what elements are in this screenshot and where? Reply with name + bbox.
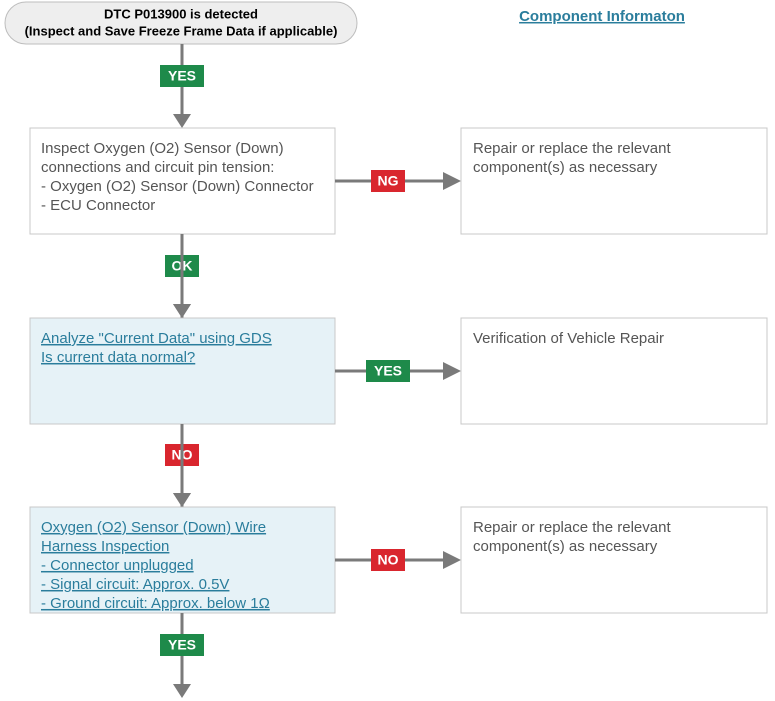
- tag: [371, 170, 405, 192]
- step-text: Inspect Oxygen (O2) Sensor (Down): [41, 140, 284, 157]
- step-link[interactable]: - Connector unplugged: [41, 557, 194, 574]
- step-text: connections and circuit pin tension:: [41, 159, 274, 176]
- step-link[interactable]: - Ground circuit: Approx. below 1Ω: [41, 595, 270, 612]
- arrow-head: [443, 362, 461, 380]
- result-text: Repair or replace the relevant: [473, 140, 671, 157]
- step-box: [29, 506, 336, 614]
- arrow-head: [173, 493, 191, 507]
- start-line: (Inspect and Save Freeze Frame Data if a…: [25, 23, 338, 38]
- tag-text: YES: [374, 363, 402, 379]
- tag: [160, 634, 204, 656]
- result-box: [460, 127, 768, 235]
- result-box: [460, 506, 768, 614]
- result-text: Verification of Vehicle Repair: [473, 330, 664, 347]
- arrow-head: [443, 172, 461, 190]
- tag-text: NO: [378, 552, 399, 568]
- arrow-head: [173, 114, 191, 128]
- result-text: component(s) as necessary: [473, 159, 658, 176]
- step-text: - ECU Connector: [41, 197, 155, 214]
- component-link[interactable]: Component Informaton: [519, 8, 685, 25]
- step-box: [29, 127, 336, 235]
- step-link[interactable]: Analyze "Current Data" using GDS: [41, 330, 272, 347]
- result-text: Repair or replace the relevant: [473, 519, 671, 536]
- tag-text: YES: [168, 68, 196, 84]
- arrow-head: [173, 304, 191, 318]
- tag-text: NG: [378, 173, 399, 189]
- step-link[interactable]: Is current data normal?: [41, 349, 195, 366]
- step-link[interactable]: Oxygen (O2) Sensor (Down) Wire: [41, 519, 266, 536]
- step-link[interactable]: Harness Inspection: [41, 538, 169, 555]
- tag: [160, 65, 204, 87]
- tag: [366, 360, 410, 382]
- tag: [371, 549, 405, 571]
- step-link[interactable]: - Signal circuit: Approx. 0.5V: [41, 576, 229, 593]
- arrow-head: [443, 551, 461, 569]
- result-box: [460, 317, 768, 425]
- arrow-head: [173, 684, 191, 698]
- start-line: DTC P013900 is detected: [104, 6, 258, 21]
- tag-text: YES: [168, 637, 196, 653]
- result-text: component(s) as necessary: [473, 538, 658, 555]
- step-box: [29, 317, 336, 425]
- step-text: - Oxygen (O2) Sensor (Down) Connector: [41, 178, 314, 195]
